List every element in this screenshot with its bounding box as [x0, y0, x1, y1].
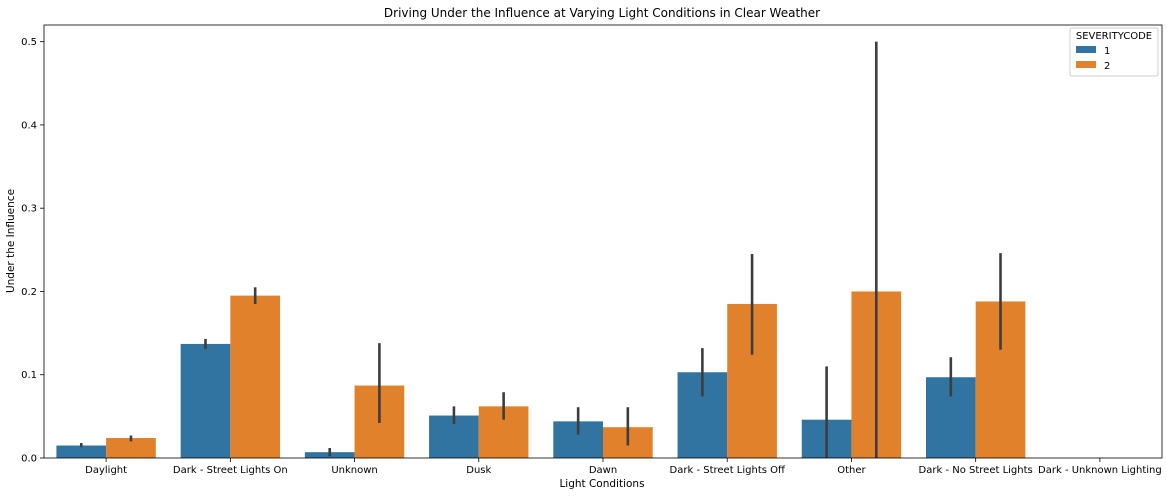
x-tick-label: Dark - Street Lights Off — [670, 465, 786, 476]
x-axis-label: Light Conditions — [559, 478, 644, 490]
x-tick-label: Unknown — [331, 465, 377, 476]
y-tick-label: 0.1 — [21, 370, 37, 381]
legend-label-2: 2 — [1104, 61, 1110, 72]
bars-group — [56, 291, 1026, 458]
x-tick-label: Dark - Street Lights On — [173, 465, 288, 476]
y-tick-label: 0.2 — [21, 287, 37, 298]
bar-series-1-1 — [180, 343, 231, 458]
y-tick-label: 0.5 — [21, 37, 37, 48]
legend-title: SEVERITYCODE — [1076, 31, 1152, 42]
legend: SEVERITYCODE 1 2 — [1069, 27, 1159, 77]
y-axis-label: Under the Influence — [5, 189, 17, 293]
x-tick-label: Other — [837, 465, 866, 476]
x-tick-label: Dark - No Street Lights — [919, 465, 1033, 476]
bar-series-1-0 — [56, 445, 107, 458]
y-tick-label: 0.3 — [21, 204, 37, 215]
x-tick-label: Dark - Unknown Lighting — [1038, 465, 1162, 476]
x-axis: Daylight Dark - Street Lights On Unknown Du… — [85, 458, 1162, 476]
plot-frame — [43, 24, 1163, 459]
bar-series-2-0 — [106, 438, 156, 458]
y-tick-label: 0.0 — [21, 454, 37, 465]
y-tick-label: 0.4 — [21, 120, 37, 131]
legend-label-1: 1 — [1104, 46, 1110, 57]
y-axis: 0.0 0.1 0.2 0.3 0.4 0.5 — [21, 37, 44, 465]
x-tick-label: Daylight — [85, 465, 127, 476]
x-tick-label: Dusk — [466, 465, 491, 476]
legend-swatch-1 — [1076, 46, 1096, 53]
x-tick-label: Dawn — [589, 465, 617, 476]
bar-series-2-1 — [230, 295, 281, 458]
chart-title: Driving Under the Influence at Varying L… — [384, 6, 820, 20]
error-bars-group — [79, 41, 1002, 458]
legend-swatch-2 — [1076, 61, 1096, 68]
